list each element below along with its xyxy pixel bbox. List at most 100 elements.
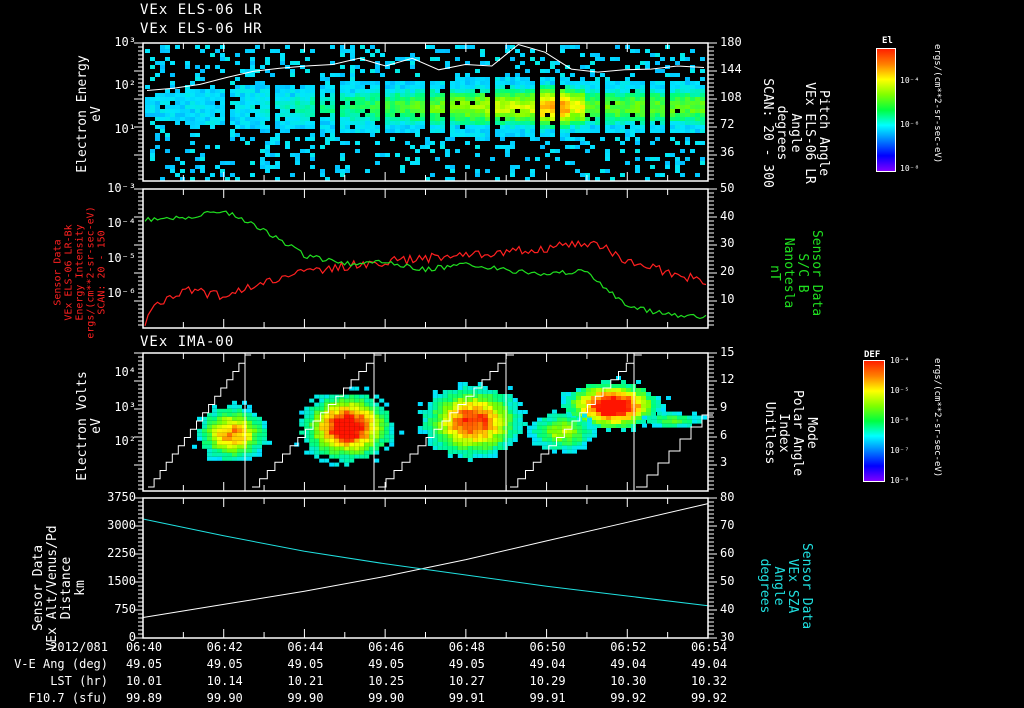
left-axis-tick: 0 <box>128 630 136 644</box>
label-line: Sensor Data <box>31 544 46 632</box>
colorbar1-title: El <box>882 36 893 46</box>
left-axis-tick: 750 <box>114 602 136 616</box>
right-axis-tick: 6 <box>720 428 728 442</box>
label-line: VEx ELS-06 LR-Bk <box>63 224 75 321</box>
panel3-right-label: Mode Polar Angle Index Unitless <box>762 373 819 493</box>
footer-value: 99.90 <box>287 691 324 705</box>
panel3-left-label: Electron Volts eV <box>75 356 104 496</box>
left-axis-tick: 10² <box>114 78 136 92</box>
left-axis-tick: 3750 <box>107 490 136 504</box>
panel1-title-lr: VEx ELS-06 LR <box>140 2 263 18</box>
left-axis-tick: 10⁻⁴ <box>107 216 136 230</box>
label-line: Angle <box>788 113 803 153</box>
label-line: Nanotesla <box>781 237 796 309</box>
colorbar2-label: 10⁻⁶ <box>890 416 910 425</box>
right-axis-tick: 108 <box>720 90 742 104</box>
left-axis-tick: 10⁻⁶ <box>107 286 136 300</box>
footer-row-label: 2012/081 <box>50 640 108 654</box>
right-axis-tick: 15 <box>720 345 735 359</box>
colorbar2-label: 10⁻⁷ <box>890 446 910 455</box>
label-line: S/C B <box>795 253 810 293</box>
right-axis-tick: 10 <box>720 292 735 306</box>
right-axis-tick: 80 <box>720 490 735 504</box>
right-axis-tick: 50 <box>720 574 735 588</box>
footer-value: 10.21 <box>287 674 324 688</box>
left-axis-tick: 10³ <box>114 400 136 414</box>
label-line: degrees <box>757 558 772 614</box>
footer-value: 06:46 <box>368 640 405 654</box>
colorbar2-label: 10⁻⁴ <box>890 356 910 365</box>
panel3-title: VEx IMA-00 <box>140 334 235 350</box>
left-axis-tick: 10⁴ <box>114 365 136 379</box>
label-line: nT <box>767 265 782 281</box>
left-axis-tick: 1500 <box>107 574 136 588</box>
colorbar1 <box>876 48 896 172</box>
right-axis-tick: 40 <box>720 209 735 223</box>
panel4-right-label: Sensor Data VEx SZA Angle degrees <box>757 521 814 651</box>
footer-value: 99.90 <box>206 691 243 705</box>
right-axis-tick: 20 <box>720 264 735 278</box>
label-line: degrees <box>774 105 789 161</box>
right-axis-tick: 70 <box>720 518 735 532</box>
label-line: SCAN: 20 - 300 <box>760 78 775 188</box>
colorbar2-unit: ergs/(cm**2-sr-sec-eV) <box>932 358 942 478</box>
label-line: VEx ELS-06 LR <box>802 82 817 184</box>
label-line: VEx Alt/Venus/Pd <box>45 525 60 651</box>
footer-value: 49.05 <box>368 657 405 671</box>
right-axis-tick: 30 <box>720 630 735 644</box>
right-axis-tick: 72 <box>720 117 735 131</box>
panel2-right-label: Sensor Data S/C B Nanotesla nT <box>767 203 824 343</box>
right-axis-tick: 40 <box>720 602 735 616</box>
footer-row-label: F10.7 (sfu) <box>28 691 108 705</box>
footer-value: 06:52 <box>610 640 647 654</box>
right-axis-tick: 36 <box>720 145 735 159</box>
footer-value: 49.04 <box>690 657 728 671</box>
left-axis-tick: 3000 <box>107 518 136 532</box>
label-line: Energy Intensity <box>74 224 86 321</box>
label-line: km <box>73 580 88 596</box>
footer-value: 99.89 <box>125 691 163 705</box>
footer-value: 49.05 <box>287 657 324 671</box>
footer-value: 99.92 <box>610 691 647 705</box>
footer-value: 06:40 <box>125 640 163 654</box>
footer-value: 10.30 <box>610 674 647 688</box>
label-line: Sensor Data <box>52 239 64 306</box>
label-line: Mode <box>804 417 819 449</box>
label-line: Unitless <box>762 401 777 465</box>
footer-row-label: LST (hr) <box>50 674 108 688</box>
colorbar1-unit: ergs/(cm**2-sr-sec-eV) <box>932 44 942 164</box>
footer-row-label: V-E Ang (deg) <box>14 657 108 671</box>
footer-value: 10.14 <box>206 674 243 688</box>
right-axis-tick: 30 <box>720 236 735 250</box>
footer-value: 49.05 <box>206 657 243 671</box>
footer-value: 10.27 <box>448 674 485 688</box>
footer-value: 49.04 <box>529 657 566 671</box>
left-axis-tick: 10¹ <box>114 122 136 136</box>
footer-value: 49.04 <box>610 657 647 671</box>
footer-value: 99.90 <box>368 691 405 705</box>
colorbar1-label: 10⁻⁶ <box>900 120 920 129</box>
footer-value: 49.05 <box>125 657 163 671</box>
footer-value: 49.05 <box>448 657 485 671</box>
label-line: Distance <box>59 556 74 620</box>
footer-value: 99.91 <box>448 691 485 705</box>
right-axis-tick: 3 <box>720 455 728 469</box>
colorbar2-label: 10⁻⁵ <box>890 386 910 395</box>
panel1-left-label: Electron Energy eV <box>75 44 104 184</box>
colorbar2 <box>863 360 885 482</box>
right-axis-tick: 9 <box>720 400 728 414</box>
panel1-right-label: Pitch Angle VEx ELS-06 LR Angle degrees … <box>760 58 831 208</box>
footer-value: 99.92 <box>690 691 728 705</box>
footer-value: 10.01 <box>125 674 163 688</box>
label-line: Pitch Angle <box>816 89 831 177</box>
right-axis-tick: 144 <box>720 62 742 76</box>
label-line: eV <box>89 106 104 122</box>
footer-value: 10.32 <box>690 674 728 688</box>
right-axis-tick: 180 <box>720 35 742 49</box>
label-line: Electron Energy <box>75 55 90 173</box>
left-axis-tick: 10³ <box>114 35 136 49</box>
label-line: Sensor Data <box>799 542 814 630</box>
label-line: Angle <box>771 566 786 606</box>
footer-value: 06:44 <box>287 640 324 654</box>
